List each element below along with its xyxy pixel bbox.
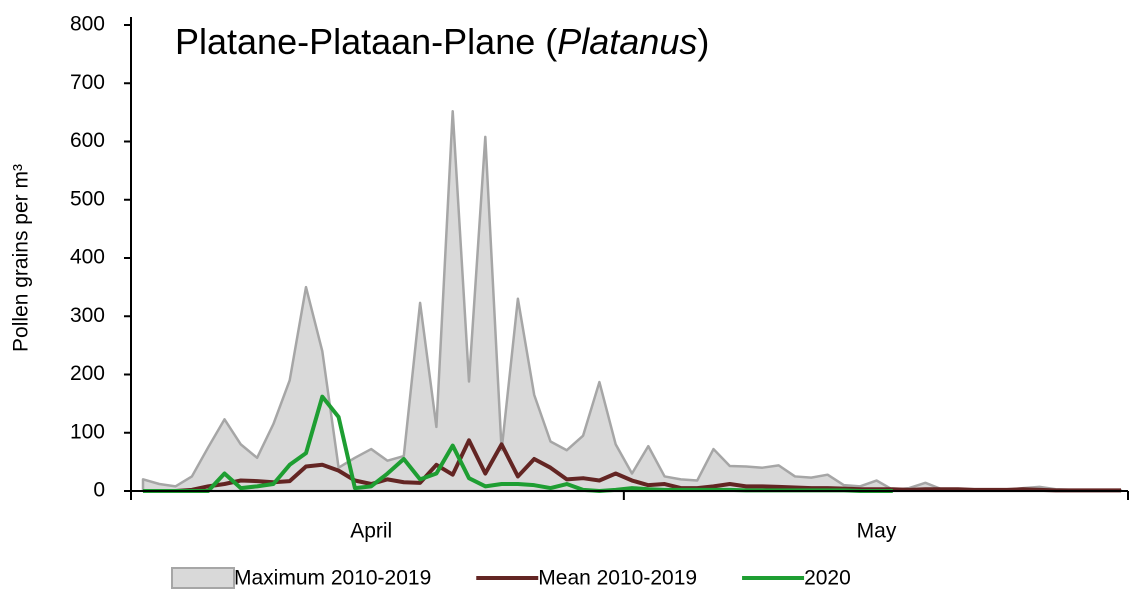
line <box>143 438 1121 493</box>
x-tick-label: April <box>350 520 392 543</box>
area <box>141 109 1123 493</box>
y-axis-label: Pollen grains per m³ <box>10 164 33 352</box>
legend-label: Mean 2010-2019 <box>538 567 697 590</box>
y-tick-label: 700 <box>70 71 105 94</box>
legend-swatch <box>171 567 235 589</box>
y-tick-label: 0 <box>93 479 105 502</box>
legend-label: Maximum 2010-2019 <box>234 567 431 590</box>
y-tick-label: 800 <box>70 13 105 36</box>
x-tick-label: May <box>857 520 897 543</box>
y-tick-label: 500 <box>70 187 105 210</box>
y-tick-label: 400 <box>70 246 105 269</box>
y-tick-label: 600 <box>70 129 105 152</box>
title-part: ) <box>697 21 709 62</box>
title-part: Platane-Plataan-Plane ( <box>175 21 557 62</box>
title-part: Platanus <box>557 21 697 62</box>
legend-label: 2020 <box>804 567 851 590</box>
y-tick-label: 100 <box>70 420 105 443</box>
y-tick-label: 200 <box>70 362 105 385</box>
y-tick-label: 300 <box>70 304 105 327</box>
chart-title: Platane-Plataan-Plane (Platanus) <box>175 21 709 62</box>
